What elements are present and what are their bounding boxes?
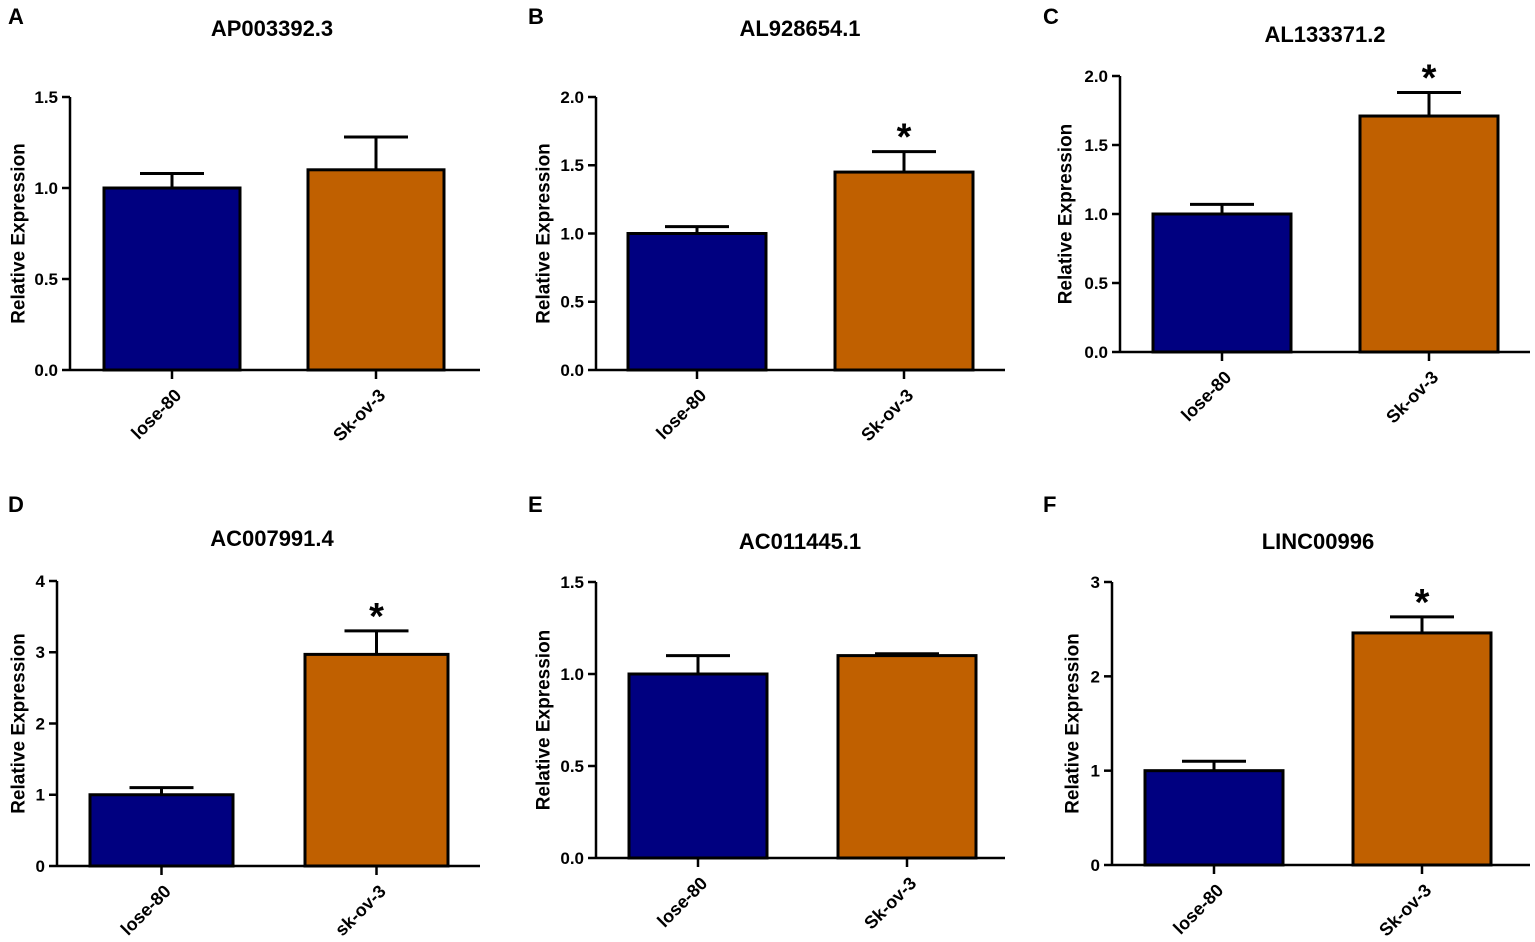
y-tick-label: 0.5 (560, 757, 584, 776)
y-tick-label: 0.5 (1084, 274, 1108, 293)
x-category-label: lose-80 (1169, 880, 1227, 938)
y-tick-label: 1 (1091, 762, 1100, 781)
x-category-label: lose-80 (653, 873, 711, 931)
panel-label: C (1043, 4, 1059, 29)
chart-title: AP003392.3 (211, 16, 333, 41)
panel-label: B (528, 4, 544, 29)
bar (627, 672, 769, 860)
chart-title: AL928654.1 (739, 16, 860, 41)
significance-star: * (1415, 582, 1430, 624)
y-tick-label: 1.0 (34, 179, 58, 198)
y-tick-label: 1 (36, 786, 45, 805)
y-tick-label: 1.0 (560, 224, 584, 243)
x-category-label: Sk-ov-3 (1375, 880, 1435, 940)
x-category-label: Sk-ov-3 (1382, 367, 1442, 427)
x-category-label: sk-ov-3 (331, 881, 390, 940)
y-axis-label: Relative Expression (534, 630, 555, 811)
y-axis-label: Relative Expression (1056, 124, 1077, 305)
y-tick-label: 3 (36, 643, 45, 662)
panel-e: E AC011445.1 Relative Expression 0.0 0.5 1.0 1… (528, 492, 1005, 933)
panel-label: D (8, 492, 24, 517)
x-category-label: lose-80 (117, 881, 175, 939)
y-tick-label: 1.5 (34, 88, 58, 107)
y-tick-label: 2 (1091, 667, 1100, 686)
panel-b: B AL928654.1 Relative Expression 0.0 0.5 1.0 1… (528, 4, 1005, 445)
x-category-label: lose-80 (127, 385, 185, 443)
panel-a: A AP003392.3 Relative Expression 0.0 0.5 1.0 1… (8, 4, 480, 445)
x-category-label: Sk-ov-3 (860, 873, 920, 933)
y-tick-label: 4 (36, 572, 46, 591)
bar (1358, 114, 1500, 354)
y-tick-label: 2.0 (560, 88, 584, 107)
x-category-label: Sk-ov-3 (329, 385, 389, 445)
panel-f: F LINC00996 Relative Expression 0 1 2 3 lose-80… (1043, 492, 1530, 940)
bar (306, 168, 446, 372)
y-tick-label: 0.0 (1084, 343, 1108, 362)
bar (836, 654, 978, 860)
x-category-label: lose-80 (652, 385, 710, 443)
y-tick-label: 0 (1091, 856, 1100, 875)
significance-star: * (897, 117, 912, 159)
y-tick-label: 1.5 (560, 573, 584, 592)
bar (833, 170, 975, 372)
chart-title: AC011445.1 (739, 529, 861, 554)
significance-star: * (369, 596, 384, 638)
significance-star: * (1422, 58, 1437, 100)
y-tick-label: 3 (1091, 573, 1100, 592)
bar (1351, 631, 1493, 867)
y-tick-label: 0.0 (34, 361, 58, 380)
panel-label: E (528, 492, 543, 517)
y-tick-label: 0.5 (560, 293, 584, 312)
bar (303, 652, 450, 868)
y-tick-label: 1.0 (1084, 205, 1108, 224)
y-tick-label: 1.5 (560, 156, 584, 175)
y-tick-label: 0 (36, 857, 45, 876)
y-axis-label: Relative Expression (9, 143, 30, 324)
panel-c: C AL133371.2 Relative Expression 0.0 0.5 1.0 1… (1043, 4, 1530, 427)
y-tick-label: 0.0 (560, 361, 584, 380)
bar (102, 186, 242, 372)
bar (1151, 212, 1293, 354)
y-tick-label: 1.5 (1084, 136, 1108, 155)
x-category-label: lose-80 (1177, 367, 1235, 425)
bar (626, 232, 768, 372)
chart-title: AC007991.4 (210, 526, 334, 551)
bar (88, 793, 235, 868)
y-tick-label: 0.5 (34, 270, 58, 289)
panel-d: D AC007991.4 Relative Expression 0 1 2 3 4 lose-… (8, 492, 480, 940)
panel-label: F (1043, 492, 1056, 517)
y-axis-label: Relative Expression (1063, 633, 1084, 814)
panel-label: A (8, 4, 24, 29)
bar (1143, 769, 1285, 867)
y-axis-label: Relative Expression (9, 633, 30, 814)
y-tick-label: 1.0 (560, 665, 584, 684)
y-tick-label: 2 (36, 714, 45, 733)
x-category-label: Sk-ov-3 (857, 385, 917, 445)
y-axis-label: Relative Expression (534, 143, 555, 324)
chart-title: LINC00996 (1262, 529, 1375, 554)
y-tick-label: 2.0 (1084, 67, 1108, 86)
chart-title: AL133371.2 (1264, 22, 1385, 47)
y-tick-label: 0.0 (560, 849, 584, 868)
